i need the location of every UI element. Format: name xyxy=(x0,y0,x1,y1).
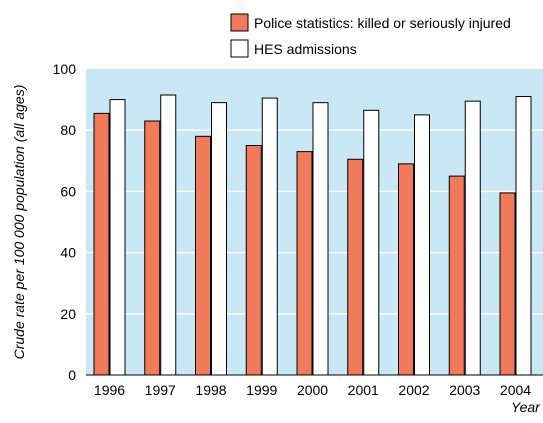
y-tick-label: 100 xyxy=(53,61,77,77)
x-tick-label: 2001 xyxy=(348,382,379,398)
police-bar-2003 xyxy=(448,175,465,376)
police-bar-1996 xyxy=(93,112,110,376)
hes-bar-1999 xyxy=(261,97,278,376)
y-tick-label: 60 xyxy=(60,183,76,199)
x-tick-label: 2002 xyxy=(398,382,429,398)
hes-bar-1997 xyxy=(160,94,177,376)
y-tick-label: 40 xyxy=(60,245,76,261)
y-tick-label: 20 xyxy=(60,306,76,322)
legend-swatch-police xyxy=(230,13,249,32)
x-tick-label: 1999 xyxy=(246,382,277,398)
hes-bar-2001 xyxy=(363,109,380,376)
legend: Police statistics: killed or seriously i… xyxy=(230,13,511,58)
legend-label-police: Police statistics: killed or seriously i… xyxy=(254,15,511,31)
hes-bar-1998 xyxy=(211,102,227,376)
police-bar-2002 xyxy=(398,163,414,376)
x-tick-label: 1997 xyxy=(145,382,176,398)
police-bar-2000 xyxy=(296,151,313,376)
hes-bar-1996 xyxy=(109,99,126,376)
hes-bar-2003 xyxy=(464,100,481,376)
police-bar-1997 xyxy=(144,120,161,376)
y-axis-title: Crude rate per 100 000 population (all a… xyxy=(11,85,27,360)
x-tick-labels: 1996 1997 1998 1999 2000 2001 2002 2003 2004 xyxy=(94,382,531,398)
x-tick-label: 2000 xyxy=(297,382,328,398)
police-bar-2001 xyxy=(347,158,364,376)
hes-bar-2002 xyxy=(414,114,430,376)
hes-bar-2000 xyxy=(312,102,329,376)
legend-label-hes: HES admissions xyxy=(254,41,357,57)
x-tick-label: 1996 xyxy=(94,382,125,398)
y-tick-label: 0 xyxy=(68,367,76,383)
y-tick-label: 80 xyxy=(60,122,76,138)
x-tick-label: 2004 xyxy=(500,382,531,398)
police-bar-1998 xyxy=(195,135,211,376)
bars xyxy=(93,94,532,376)
legend-swatch-hes xyxy=(230,39,249,58)
hes-bar-2004 xyxy=(515,96,532,376)
police-bar-2004 xyxy=(499,192,516,376)
y-tick-labels: 0 20 40 60 80 100 xyxy=(53,61,77,383)
x-axis-title: Year xyxy=(511,399,541,415)
x-tick-label: 2003 xyxy=(449,382,480,398)
police-bar-1999 xyxy=(245,145,262,376)
x-tick-label: 1998 xyxy=(195,382,226,398)
